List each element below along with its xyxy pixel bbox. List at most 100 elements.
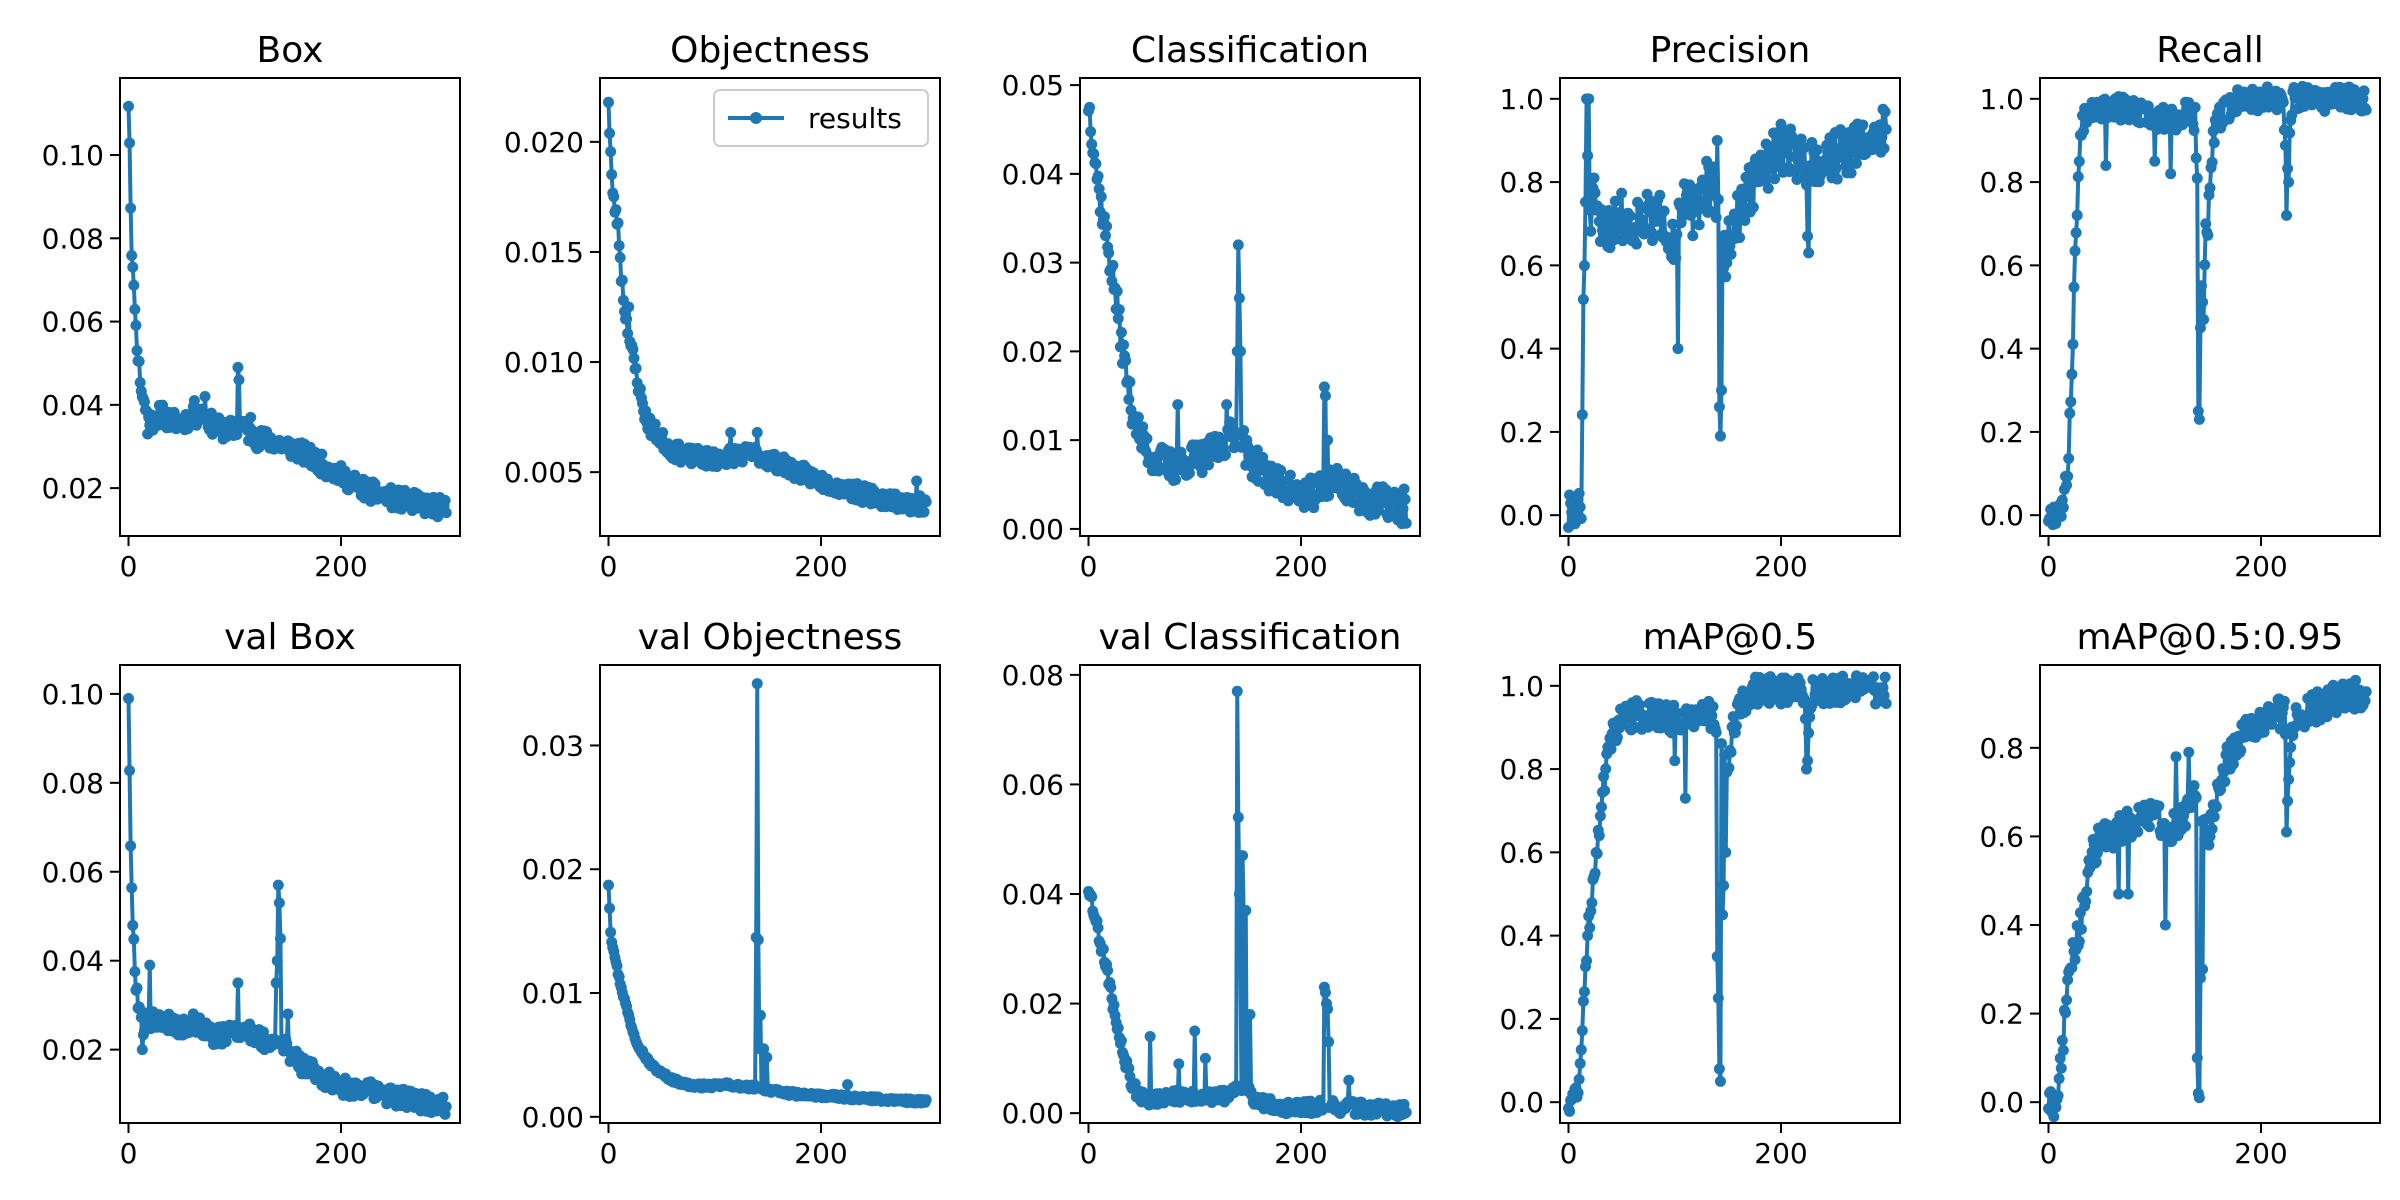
y-tick-label: 0.03 bbox=[1002, 247, 1064, 280]
data-point bbox=[1300, 494, 1312, 506]
data-point bbox=[1802, 755, 1814, 767]
data-point bbox=[1713, 1063, 1725, 1075]
data-point bbox=[1594, 810, 1606, 822]
data-point bbox=[606, 169, 618, 181]
data-point bbox=[439, 494, 451, 506]
y-tick-label: 0.04 bbox=[42, 945, 104, 978]
data-point bbox=[1591, 848, 1603, 860]
y-tick-label: 0.04 bbox=[1002, 878, 1064, 911]
data-point bbox=[2188, 124, 2200, 136]
data-point bbox=[1319, 987, 1331, 999]
data-point bbox=[1762, 182, 1774, 194]
data-point bbox=[1244, 1009, 1256, 1021]
data-point bbox=[131, 345, 143, 357]
data-point bbox=[2227, 758, 2239, 770]
data-point bbox=[1589, 187, 1601, 199]
data-point bbox=[1603, 205, 1615, 217]
data-point bbox=[2061, 479, 2073, 491]
data-point bbox=[1576, 1025, 1588, 1037]
data-point bbox=[1319, 390, 1331, 402]
data-point bbox=[1115, 326, 1127, 338]
data-point bbox=[1100, 230, 1111, 242]
data-point bbox=[124, 765, 136, 777]
data-point bbox=[2055, 1062, 2067, 1074]
data-point bbox=[1398, 483, 1410, 495]
data-point bbox=[1183, 467, 1195, 479]
x-tick-label: 200 bbox=[314, 550, 367, 583]
data-point bbox=[1317, 473, 1329, 485]
data-point bbox=[2070, 227, 2082, 239]
series-line bbox=[2046, 678, 2369, 1119]
x-tick-label: 0 bbox=[1080, 1137, 1098, 1170]
data-point bbox=[751, 678, 763, 690]
y-tick-label: 0.0 bbox=[1499, 499, 1544, 532]
data-point bbox=[2193, 1092, 2205, 1104]
data-point bbox=[1697, 174, 1709, 186]
series-results bbox=[123, 100, 452, 523]
y-tick-label: 0.04 bbox=[1002, 158, 1064, 191]
data-point bbox=[758, 1043, 770, 1055]
data-point bbox=[2062, 470, 2074, 482]
y-tick-label: 0.005 bbox=[504, 456, 584, 489]
data-point bbox=[2284, 756, 2296, 768]
data-point bbox=[1830, 162, 1842, 174]
data-point bbox=[134, 377, 146, 389]
data-point bbox=[437, 1091, 449, 1103]
data-point bbox=[2204, 182, 2216, 194]
data-point bbox=[616, 274, 628, 286]
data-point bbox=[127, 261, 139, 273]
data-point bbox=[1801, 763, 1812, 775]
data-point bbox=[125, 202, 137, 214]
series-line bbox=[1086, 689, 1408, 1119]
data-point bbox=[1189, 1025, 1201, 1037]
chart-title: val Box bbox=[224, 617, 356, 658]
data-point bbox=[1747, 201, 1759, 213]
data-point bbox=[1323, 1036, 1335, 1048]
y-tick-label: 0.010 bbox=[504, 346, 584, 379]
data-point bbox=[1714, 430, 1726, 442]
data-point bbox=[1712, 193, 1724, 205]
data-point bbox=[2060, 1007, 2071, 1019]
y-tick-label: 0.03 bbox=[522, 729, 584, 762]
x-tick-label: 200 bbox=[1274, 550, 1327, 583]
data-point bbox=[1720, 271, 1732, 283]
data-point bbox=[1721, 257, 1733, 269]
axes-frame bbox=[2039, 77, 2381, 537]
data-point bbox=[1112, 1022, 1124, 1034]
y-tick-label: 0.6 bbox=[1499, 836, 1544, 869]
data-point bbox=[1118, 339, 1130, 351]
series-results bbox=[603, 678, 932, 1109]
data-point bbox=[2200, 218, 2212, 230]
axes-frame bbox=[2039, 664, 2381, 1124]
data-point bbox=[1097, 943, 1109, 955]
data-point bbox=[1400, 1106, 1412, 1118]
y-tick-label: 0.4 bbox=[1979, 909, 2024, 942]
data-point bbox=[1240, 904, 1252, 916]
chart-panel-map-0-5-0-95: mAP@0.5:0.95 0 200 0.0 0.2 0.4 0.6 0.8 bbox=[1979, 617, 2381, 1170]
data-point bbox=[1137, 421, 1149, 433]
data-point bbox=[2122, 888, 2134, 900]
data-point bbox=[2190, 152, 2202, 164]
data-point bbox=[125, 840, 137, 852]
data-point bbox=[1323, 490, 1335, 502]
chart-panel-classification: Classification 0 200 0.00 0.01 0.02 0.03 0.04 0.… bbox=[1002, 30, 1421, 583]
data-point bbox=[1646, 235, 1658, 247]
data-point bbox=[1564, 1105, 1576, 1117]
data-point bbox=[1798, 693, 1810, 705]
data-point bbox=[1645, 226, 1657, 238]
data-point bbox=[2350, 674, 2362, 686]
data-point bbox=[1687, 230, 1699, 242]
data-point bbox=[1867, 671, 1879, 683]
data-point bbox=[1578, 986, 1590, 998]
data-point bbox=[1275, 464, 1287, 476]
y-tick-label: 0.8 bbox=[1979, 732, 2024, 765]
data-point bbox=[1084, 101, 1096, 113]
y-tick-label: 0.06 bbox=[1002, 768, 1064, 801]
chart-title: Objectness bbox=[670, 30, 870, 71]
data-point bbox=[736, 456, 748, 468]
data-point bbox=[2159, 919, 2171, 931]
data-point bbox=[1713, 401, 1725, 413]
data-point bbox=[1086, 138, 1098, 150]
data-point bbox=[2191, 172, 2203, 184]
data-point bbox=[2359, 695, 2371, 707]
